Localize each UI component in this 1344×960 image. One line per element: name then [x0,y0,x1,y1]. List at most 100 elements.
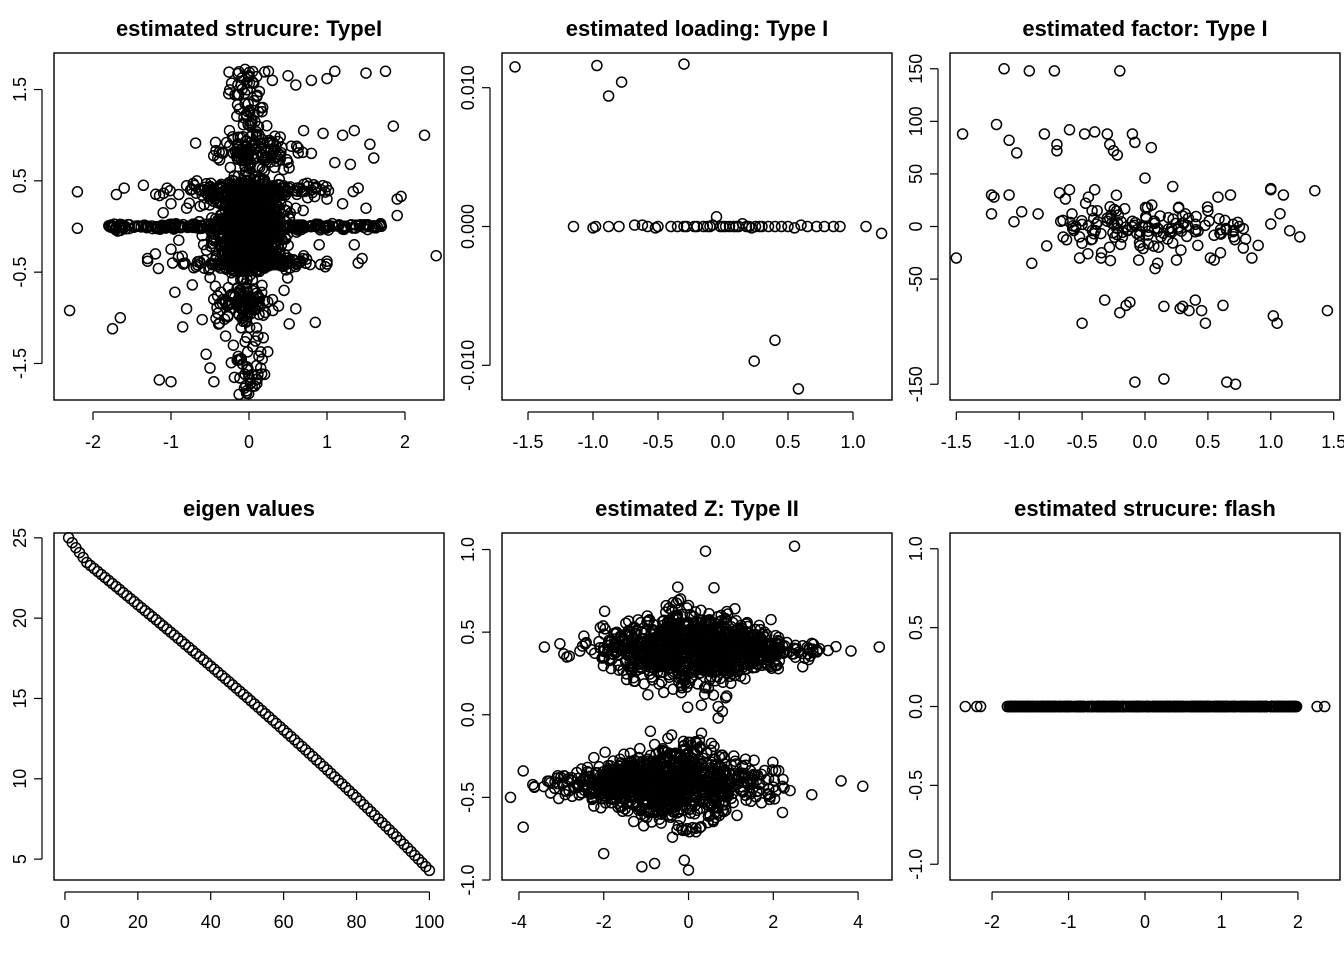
data-point [118,182,130,194]
y-tick-label: 0.0 [906,694,926,719]
y-tick-label: 150 [906,54,926,84]
data-point [241,331,253,344]
data-point [657,686,670,699]
data-point [223,124,236,137]
data-point [364,138,376,151]
data-point [1158,373,1170,385]
data-point [1212,191,1224,203]
data-point [699,545,712,557]
data-point [1132,254,1145,266]
panel-p2: estimated loading: Type I-1.5 -1.0 -0.5 0.0… [458,16,893,452]
data-point [666,831,679,843]
x-tick-label: 2 [400,432,410,452]
panel-p6: estimated strucure: flash-2 -1 0 1 2-1.0-0.5… [906,496,1341,932]
data-point [114,312,127,324]
data-point [695,699,708,711]
data-point [242,118,254,131]
data-point [243,104,256,117]
data-point [792,383,805,395]
chart-title: estimated loading: Type I [566,16,828,41]
y-tick-label: 10 [10,769,30,789]
data-point [152,222,165,234]
data-point [834,220,846,233]
data-point [329,65,341,78]
y-tick-label: 100 [906,106,926,136]
y-tick-label: 15 [10,688,30,708]
data-point [208,375,220,388]
data-point [348,239,361,251]
data-point [338,220,350,233]
data-point [282,70,294,82]
x-tick-label: 1.0 [840,432,865,452]
data-point [259,259,272,272]
data-point [268,223,281,236]
data-point [180,302,193,315]
data-point [776,806,789,819]
data-point [678,854,691,866]
data-point [129,220,141,232]
data-point [1214,247,1227,259]
data-point [231,110,243,122]
data-point [348,124,361,137]
data-point [784,784,796,797]
data-point [671,581,684,593]
data-point [177,218,189,231]
data-point [305,74,318,87]
y-tick-label: -0.5 [458,782,478,813]
data-point [221,182,234,194]
data-point [291,185,304,197]
data-point [1170,254,1183,266]
x-tick-label: 2 [1293,912,1303,932]
data-point [360,67,372,79]
y-tick-label: 50 [906,164,926,184]
y-tick-label: 0.5 [458,620,478,645]
x-tick-label: -0.5 [1067,432,1098,452]
scatter-points [62,532,436,877]
data-point [216,218,229,230]
x-tick-label: 0.0 [1132,432,1157,452]
x-tick-label: -1.5 [512,432,543,452]
data-point [528,781,541,794]
data-point [835,775,847,787]
y-tick-label: 20 [10,608,30,628]
data-point [988,191,1000,203]
data-point [1063,124,1076,136]
data-point [157,207,169,219]
data-point [682,864,695,876]
data-point [71,222,84,235]
data-point [256,353,268,365]
data-point [266,74,279,87]
x-tick-label: 1 [322,432,332,452]
y-tick-label: 1.5 [10,77,30,102]
x-tick-label: -2 [596,912,612,932]
data-point [232,350,244,363]
data-point [165,197,177,210]
data-point [1076,317,1088,329]
data-point [509,61,521,73]
data-point [731,809,743,822]
data-point [1003,134,1015,147]
data-point [277,182,289,194]
data-point [256,279,268,292]
data-point [591,59,603,72]
data-point [1309,184,1321,197]
data-point [317,179,329,192]
data-point [1110,189,1123,201]
data-point [137,179,150,192]
x-tick-label: 0 [684,912,694,932]
data-point [191,256,204,268]
chart-title: eigen values [183,496,315,521]
plot-frame [53,532,445,881]
data-point [642,688,654,701]
data-point [240,223,253,235]
data-point [108,218,120,230]
data-point [225,77,238,89]
data-point [1063,183,1076,196]
data-point [636,861,648,873]
data-point [188,218,201,231]
data-point [1252,239,1264,252]
data-point [173,234,185,246]
data-point [223,256,235,269]
scatter-points [509,58,888,395]
